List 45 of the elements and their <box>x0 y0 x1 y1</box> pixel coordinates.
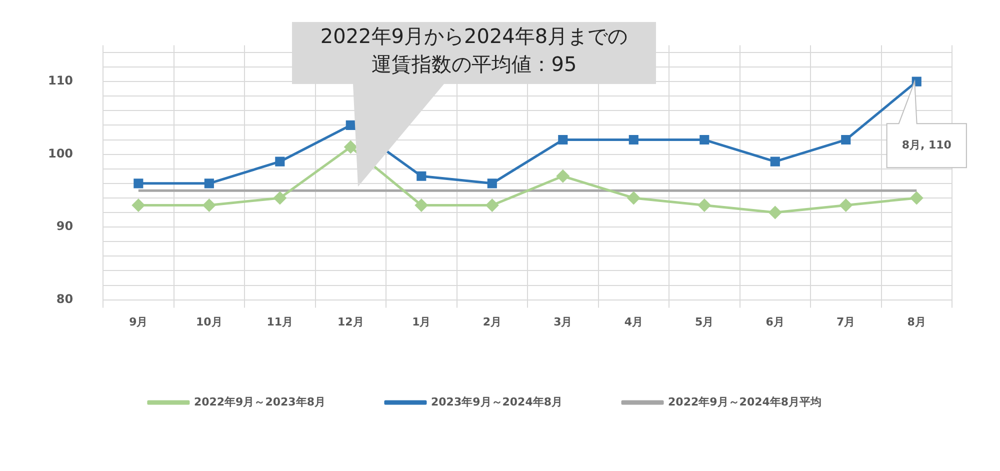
x-tick-label: 2月 <box>482 315 502 328</box>
point <box>628 134 638 145</box>
point <box>486 198 498 212</box>
point <box>416 171 426 181</box>
point <box>134 178 144 188</box>
x-tick-label: 1月 <box>412 315 431 328</box>
point <box>202 198 216 212</box>
point <box>698 198 711 212</box>
x-tick-label: 12月 <box>338 315 364 328</box>
point <box>274 192 286 204</box>
point <box>840 198 852 212</box>
x-tick-label: 6月 <box>766 315 784 328</box>
point <box>132 198 145 212</box>
legend-label: 2022年9月～2024年8月平均 <box>668 395 822 408</box>
point <box>841 134 851 145</box>
point <box>768 206 782 219</box>
annotation: 運賃指数の平均値：95 <box>371 52 577 76</box>
point <box>627 192 640 204</box>
point <box>910 192 923 204</box>
annotation: 8月, 110 <box>902 138 952 152</box>
point <box>487 178 497 188</box>
x-tick-label: 7月 <box>836 315 856 328</box>
x-tick-label: 3月 <box>554 315 572 328</box>
y-tick-label: 80 <box>56 292 74 306</box>
x-tick-label: 10月 <box>196 315 222 328</box>
point <box>558 134 568 145</box>
point <box>770 156 780 166</box>
y-tick-label: 110 <box>48 74 74 88</box>
x-tick-label: 8月 <box>907 315 926 328</box>
point <box>346 120 356 130</box>
point <box>275 156 285 166</box>
point <box>700 134 710 145</box>
x-tick-label: 11月 <box>266 315 294 328</box>
point <box>344 140 357 154</box>
annotation: 2022年9月から2024年8月までの <box>320 24 628 48</box>
y-tick-label: 100 <box>48 146 74 160</box>
legend-label: 2022年9月～2023年8月 <box>194 395 326 408</box>
x-tick-label: 9月 <box>129 315 148 328</box>
point <box>204 178 214 188</box>
y-tick-label: 90 <box>56 219 74 234</box>
point <box>415 198 428 212</box>
point <box>556 170 570 182</box>
legend-label: 2023年9月～2024年8月 <box>430 395 563 408</box>
x-tick-label: 4月 <box>624 315 643 328</box>
x-tick-label: 5月 <box>695 315 714 328</box>
